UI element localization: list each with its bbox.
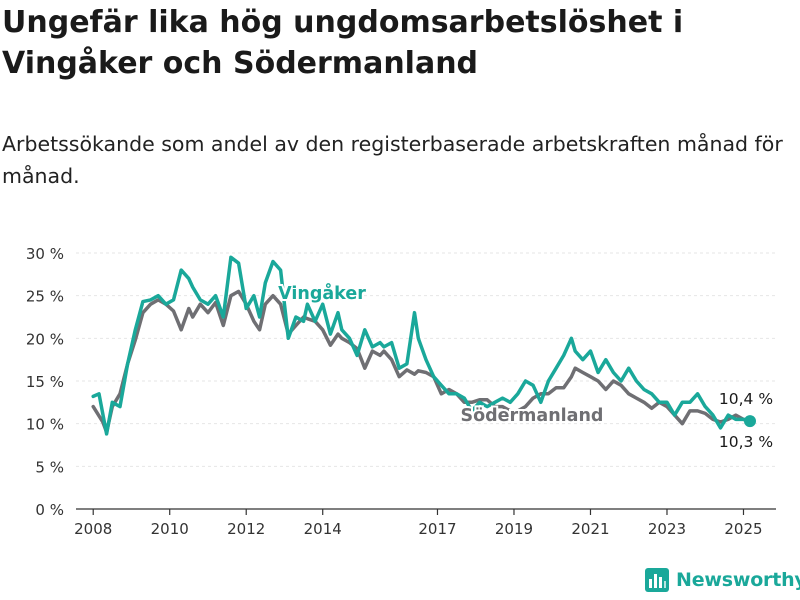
series-label-sodermanland: Södermanland: [461, 406, 604, 426]
series-line-sodermanland: [91, 289, 752, 434]
series-labels: Vingåker Södermanland 10,4 % 10,3 %: [276, 280, 774, 453]
chart-subtitle: Arbetssökande som andel av den registerb…: [2, 132, 783, 188]
page-title: Ungefär lika hög ungdomsarbetslöshet i V…: [2, 5, 684, 81]
grid: [76, 252, 776, 467]
y-tick-label: 25 %: [26, 288, 64, 306]
x-tick-label: 2021: [571, 520, 609, 538]
y-tick-labels: 0 % 5 % 10 % 15 % 20 % 25 % 30 %: [26, 245, 64, 519]
axes: [76, 508, 776, 515]
x-tick-label: 2025: [724, 520, 762, 538]
y-tick-label: 5 %: [35, 458, 64, 476]
x-tick-label: 2017: [418, 520, 456, 538]
y-tick-label: 20 %: [26, 330, 64, 348]
x-tick-label: 2023: [648, 520, 686, 538]
x-tick-label: 2019: [495, 520, 533, 538]
end-point-dot: [743, 415, 756, 428]
series-lines: [91, 255, 752, 436]
x-tick-label: 2010: [151, 520, 189, 538]
end-label-vingaker: 10,4 %: [719, 390, 773, 408]
series-label-vingaker: Vingåker: [278, 282, 366, 304]
x-tick-labels: 2008 2010 2012 2014 2017 2019 2021 2023 2025: [74, 520, 762, 538]
x-tick-label: 2014: [304, 520, 342, 538]
y-tick-label: 10 %: [26, 416, 64, 434]
y-tick-label: 0 %: [35, 501, 64, 519]
end-points: [743, 415, 756, 428]
line-chart: 0 %5 %10 %15 %20 %25 %30 % 2008 2010 2012 2…: [26, 245, 776, 538]
brand-name: Newsworthy: [676, 569, 800, 591]
x-tick-label: 2012: [227, 520, 265, 538]
end-label-sodermanland: 10,3 %: [719, 433, 773, 451]
y-tick-label: 30 %: [26, 245, 64, 263]
newsworthy-logo-icon: [645, 568, 669, 592]
y-tick-label: 15 %: [26, 373, 64, 391]
x-tick-label: 2008: [74, 520, 112, 538]
brand-logo: Newsworthy: [644, 567, 800, 593]
series-line-vingaker: [91, 255, 752, 436]
